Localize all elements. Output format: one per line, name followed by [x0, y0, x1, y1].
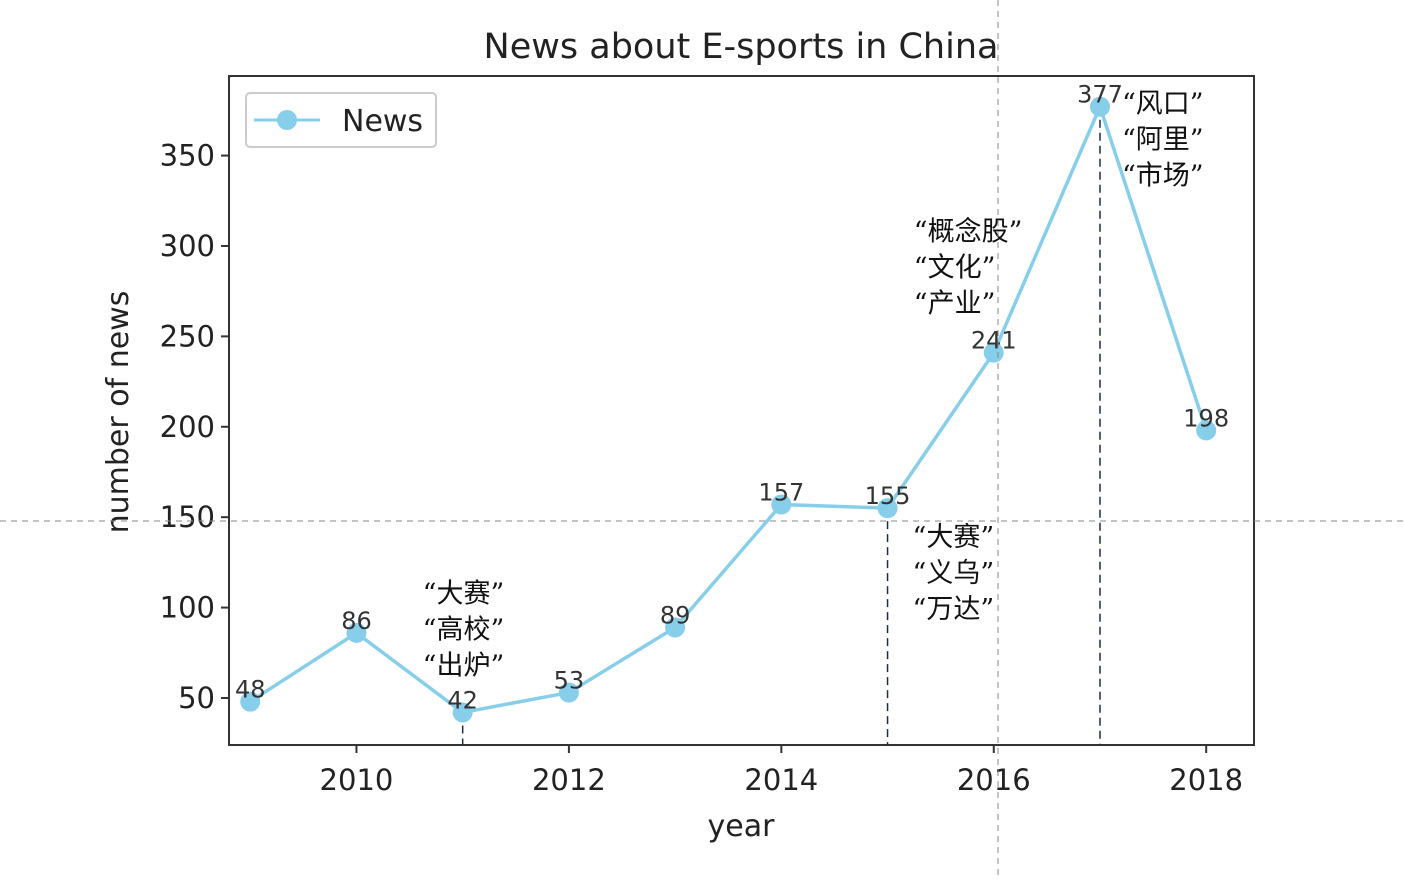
- annotation-text: “大赛”: [423, 578, 505, 609]
- data-label: 48: [235, 676, 266, 704]
- x-tick-label: 2016: [957, 763, 1031, 797]
- annotation-text: “出炉”: [423, 650, 505, 681]
- data-label: 157: [758, 479, 804, 507]
- data-point: [1089, 96, 1110, 117]
- y-tick-label: 50: [178, 681, 215, 715]
- annotation-text: “大赛”: [913, 522, 995, 553]
- legend-label-news: News: [342, 104, 423, 139]
- annotation-text: “产业”: [914, 289, 996, 320]
- data-label: 86: [341, 607, 372, 635]
- x-tick-label: 2018: [1169, 763, 1243, 797]
- x-tick-label: 2012: [532, 763, 606, 797]
- annotation-text: “阿里”: [1122, 125, 1204, 156]
- keyword-annotations: “大赛” “高校” “出炉” “大赛” “义乌” “万达” “概念股” “文化” “产业” “风口…: [423, 89, 1204, 682]
- legend: News: [245, 92, 437, 148]
- x-axis-label: year: [708, 809, 776, 844]
- data-label: 198: [1183, 404, 1229, 432]
- data-point: [877, 498, 898, 519]
- data-label: 155: [865, 482, 911, 510]
- x-tick-label: 2010: [320, 763, 394, 797]
- annotation-text: “市场”: [1122, 161, 1204, 192]
- y-tick-label: 250: [160, 319, 215, 353]
- y-tick-label: 350: [160, 139, 215, 173]
- data-label: 89: [660, 601, 691, 629]
- data-point: [983, 342, 1004, 363]
- y-tick-label: 200: [160, 410, 215, 444]
- data-point: [452, 702, 473, 723]
- annotation-text: “概念股”: [914, 217, 1023, 248]
- data-point: [346, 622, 367, 643]
- series-news: [240, 96, 1217, 723]
- annotation-text: “义乌”: [913, 558, 995, 589]
- annotation-text: “高校”: [423, 614, 505, 645]
- y-axis-label: number of news: [101, 291, 136, 534]
- plot-area: [228, 75, 1255, 746]
- data-point: [558, 682, 579, 703]
- annotation-text: “文化”: [914, 253, 996, 284]
- plot-border: [228, 75, 1255, 746]
- annotation-text: “万达”: [913, 594, 995, 625]
- data-label: 377: [1077, 81, 1123, 109]
- data-point: [771, 494, 792, 515]
- data-point: [240, 691, 261, 712]
- chart-title: News about E-sports in China: [484, 27, 999, 67]
- legend-box: [245, 92, 437, 148]
- data-point: [1196, 420, 1217, 441]
- y-tick-label: 150: [160, 500, 215, 534]
- y-tick-label: 100: [160, 591, 215, 625]
- x-axis: 2010 2012 2014 2016 2018: [320, 745, 1243, 797]
- annotation-text: “风口”: [1122, 89, 1204, 120]
- data-label: 53: [554, 667, 585, 695]
- series-line-news: [249, 104, 1208, 715]
- y-axis: 50 100 150 200 250 300 350: [160, 139, 229, 715]
- data-label: 241: [971, 327, 1017, 355]
- marker-lines: [461, 106, 1101, 745]
- data-label: 42: [447, 686, 478, 714]
- x-tick-label: 2014: [744, 763, 818, 797]
- data-labels: 48 86 42 53 89 157 155 241 377 198: [235, 81, 1229, 715]
- data-point: [665, 617, 686, 638]
- y-tick-label: 300: [160, 229, 215, 263]
- legend-marker-swatch: [277, 110, 297, 130]
